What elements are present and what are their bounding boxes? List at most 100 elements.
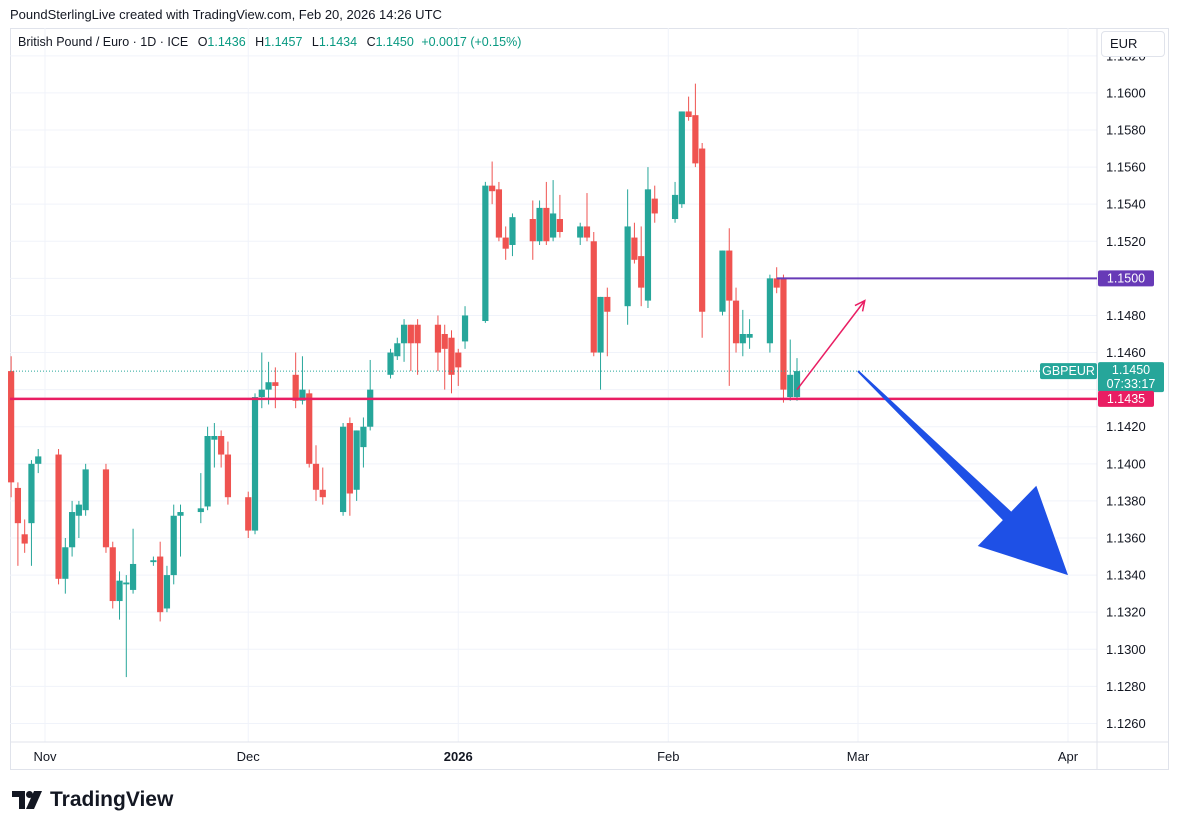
candle-body [685, 111, 692, 118]
candle [367, 359, 374, 431]
candle-body [407, 324, 414, 344]
x-tick-label: Apr [1058, 749, 1079, 764]
candle [577, 222, 584, 245]
change-value: +0.0017 (+0.15%) [421, 35, 522, 49]
resistance-price-label: 1.1500 [1098, 270, 1154, 287]
candle [150, 556, 157, 566]
low-label: L [311, 35, 319, 49]
candle-body [35, 456, 42, 464]
candle-body [550, 213, 557, 238]
candle [272, 367, 279, 409]
candle [407, 324, 414, 372]
candle-body [556, 219, 563, 232]
candle [509, 213, 516, 257]
candle-body [55, 454, 62, 579]
candle-body [360, 426, 367, 448]
candle [62, 538, 69, 594]
candle [204, 426, 211, 511]
y-tick-label: 1.1320 [1106, 605, 1146, 620]
candle-body [692, 115, 699, 164]
candle-body [299, 389, 306, 401]
x-tick-label: Nov [33, 749, 57, 764]
forecast-down-arrow [857, 370, 1068, 576]
candle [604, 287, 611, 357]
candle-body [387, 352, 394, 375]
candle [116, 571, 123, 620]
symbol-price-label-text: GBPEUR [1042, 364, 1095, 378]
candle [102, 463, 110, 553]
candle-body [732, 300, 740, 344]
candle-body [265, 382, 272, 390]
candle [28, 460, 35, 566]
candle-body [543, 207, 550, 242]
candle [793, 358, 801, 401]
candle [312, 445, 320, 501]
candle-body [509, 217, 516, 245]
candle-body [746, 334, 753, 338]
candle-body [367, 389, 374, 427]
candle-body [624, 226, 631, 307]
candle [346, 417, 353, 516]
candle [299, 356, 306, 405]
candle [495, 181, 503, 242]
y-tick-label: 1.1540 [1106, 197, 1146, 212]
candle-body [394, 343, 401, 357]
candle [644, 167, 652, 309]
candle-body [638, 256, 645, 288]
candle [8, 356, 15, 498]
candle [441, 324, 448, 390]
candle [163, 565, 171, 613]
y-tick-label: 1.1580 [1106, 123, 1146, 138]
candle [678, 111, 685, 208]
candle [739, 309, 746, 357]
candle-body [400, 324, 408, 344]
candle-body [306, 393, 313, 464]
support-price-label: 1.1435 [1098, 390, 1154, 407]
candle [306, 389, 313, 468]
candle [529, 200, 536, 260]
candle [109, 541, 116, 609]
support-price-label-text: 1.1435 [1107, 392, 1145, 406]
candle [400, 319, 408, 362]
candle-body [699, 148, 706, 312]
candle-body [726, 250, 733, 301]
candle [245, 491, 252, 538]
candle [482, 181, 489, 323]
candle [651, 185, 658, 223]
candle-body [197, 508, 204, 513]
symbol-title: British Pound / Euro · 1D · ICE [18, 35, 189, 49]
symbol-price-label-bg [1040, 363, 1097, 380]
candle [671, 181, 679, 223]
candle-body [583, 226, 591, 238]
candle-body [780, 278, 787, 390]
candle [631, 222, 638, 264]
candle [699, 142, 706, 338]
candle [170, 504, 177, 585]
currency-button[interactable]: EUR [1101, 31, 1165, 57]
time-axis: Nov Dec 2026 Feb Mar Apr [33, 749, 1078, 764]
small-up-arrow-shaft [796, 300, 866, 391]
high-value: 1.1457 [264, 35, 303, 49]
candle-body [272, 382, 279, 386]
small-up-arrow-head [854, 299, 866, 312]
candle [780, 274, 787, 403]
candle-body [482, 185, 489, 322]
candle [726, 228, 733, 386]
candle [75, 500, 82, 538]
candle [583, 193, 591, 242]
candle-body [529, 219, 536, 242]
close-value: 1.1450 [375, 35, 414, 49]
candle-body [251, 397, 259, 531]
candle-body [123, 582, 130, 585]
symbol-price-label: GBPEUR [1040, 363, 1097, 380]
candle-body [258, 389, 265, 398]
candle-body [502, 237, 509, 249]
candle [157, 541, 164, 622]
candle [68, 500, 76, 557]
candle-body [157, 556, 164, 613]
candle-body [441, 334, 448, 349]
y-tick-label: 1.1420 [1106, 419, 1146, 434]
candle [597, 296, 604, 390]
